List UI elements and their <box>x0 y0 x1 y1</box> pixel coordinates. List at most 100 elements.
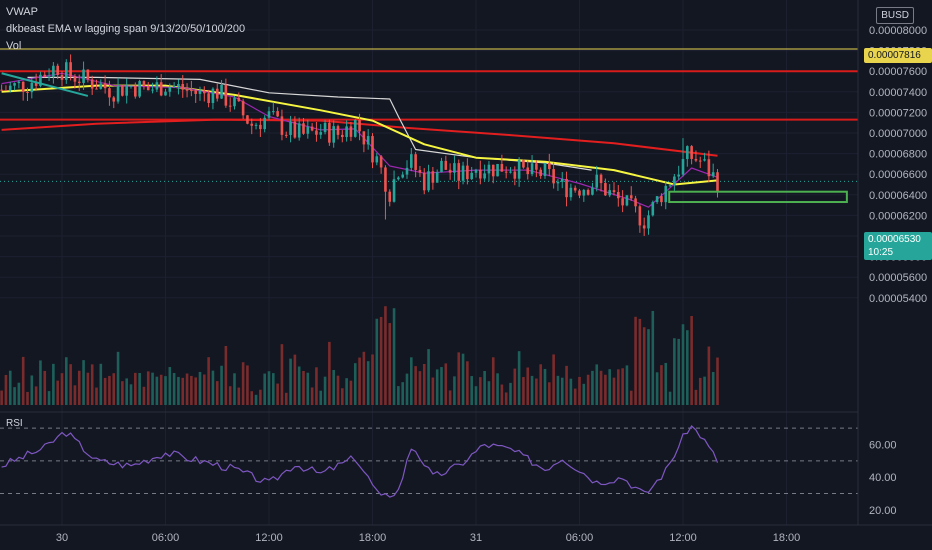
volume-bar <box>52 363 55 405</box>
candle-body <box>435 172 439 183</box>
candle-body <box>203 90 206 94</box>
candle-body <box>30 82 34 93</box>
volume-bar <box>496 373 499 405</box>
candle-body <box>690 146 693 159</box>
volume-bar <box>306 372 310 405</box>
candle-body <box>39 74 42 86</box>
candle-body <box>586 189 590 195</box>
candle-body <box>634 198 637 207</box>
volume-bar <box>26 391 29 405</box>
candle-body <box>345 126 348 138</box>
volume-bar <box>578 376 581 405</box>
candle-body <box>293 121 297 138</box>
candle-body <box>496 164 499 177</box>
rsi-pane <box>0 411 858 498</box>
volume-bar <box>651 310 655 405</box>
candle-body <box>569 187 573 198</box>
candle-body <box>539 169 542 176</box>
candle-body <box>224 84 228 106</box>
candle-body <box>608 190 611 196</box>
price-tick-label: 0.00008000 <box>869 25 927 37</box>
candle-body <box>629 195 633 199</box>
candle-body <box>0 89 3 91</box>
volume-bar <box>677 338 680 405</box>
volume-bar <box>134 372 137 405</box>
volume-bar <box>401 382 404 405</box>
volume-bar <box>198 371 202 405</box>
candle-body <box>34 82 38 86</box>
candle-body <box>366 136 370 145</box>
candle-body <box>461 165 465 181</box>
candle-body <box>487 164 491 174</box>
volume-bar <box>686 330 689 405</box>
volume-bar <box>121 381 124 405</box>
candle-body <box>651 202 655 216</box>
candle-body <box>207 93 210 103</box>
candle-body <box>65 62 68 80</box>
candle-body <box>90 79 94 89</box>
candle-body <box>112 97 116 102</box>
currency-badge[interactable]: BUSD <box>876 7 914 24</box>
volume-bar <box>164 376 167 405</box>
volume-bar <box>293 354 297 405</box>
candle-body <box>660 196 663 203</box>
volume-bar <box>349 380 353 405</box>
candle-body <box>457 163 461 181</box>
candle-body <box>52 65 55 77</box>
candle-body <box>198 90 202 94</box>
candle-body <box>422 172 426 191</box>
volume-bar <box>461 353 465 405</box>
candle-body <box>358 119 361 132</box>
candle-body <box>86 69 90 80</box>
candle-body <box>77 81 81 83</box>
volume-bar <box>366 361 370 405</box>
candle-body <box>362 131 366 145</box>
candle-body <box>56 65 59 75</box>
candle-body <box>259 124 262 130</box>
volume-bar <box>522 377 525 405</box>
volume-bar <box>617 369 620 405</box>
candle-body <box>254 124 258 126</box>
candle-body <box>711 172 715 177</box>
candle-body <box>491 164 495 177</box>
volume-bar <box>548 382 551 405</box>
volume-bar <box>371 354 374 405</box>
volume-bar <box>431 377 435 405</box>
current-price-value: 0.00006530 <box>868 234 921 245</box>
volume-bar <box>263 373 266 405</box>
volume-bar <box>427 349 430 405</box>
volume-bar <box>228 386 232 405</box>
volume-bar <box>203 374 206 405</box>
volume-bar <box>168 367 172 405</box>
volume-bar <box>604 374 607 405</box>
volume-bar <box>668 391 672 405</box>
candle-body <box>353 119 357 137</box>
candle-body <box>194 90 197 94</box>
candle-body <box>474 169 478 173</box>
candle-body <box>599 174 603 184</box>
candle-body <box>116 85 120 102</box>
volume-bar <box>599 370 603 405</box>
volume-bar <box>276 383 279 405</box>
candle-body <box>323 122 327 133</box>
candle-body <box>397 177 400 180</box>
volume-bar <box>634 316 637 405</box>
volume-bar <box>310 387 314 405</box>
candle-body <box>647 215 650 229</box>
volume-bar <box>513 368 517 405</box>
volume-bar <box>220 365 223 405</box>
time-tick-label: 12:00 <box>255 532 283 544</box>
volume-bar <box>612 377 616 405</box>
volume-bar <box>60 373 64 405</box>
candle-body <box>211 88 215 103</box>
volume-bar <box>483 371 486 405</box>
volume-bar <box>655 372 659 405</box>
volume-bar <box>694 389 698 405</box>
candle-body <box>530 163 534 175</box>
volume-bar <box>647 329 650 405</box>
candle-body <box>612 190 616 193</box>
volume-bar <box>21 356 25 405</box>
volume-bar <box>470 376 473 405</box>
volume-bar <box>289 358 292 405</box>
